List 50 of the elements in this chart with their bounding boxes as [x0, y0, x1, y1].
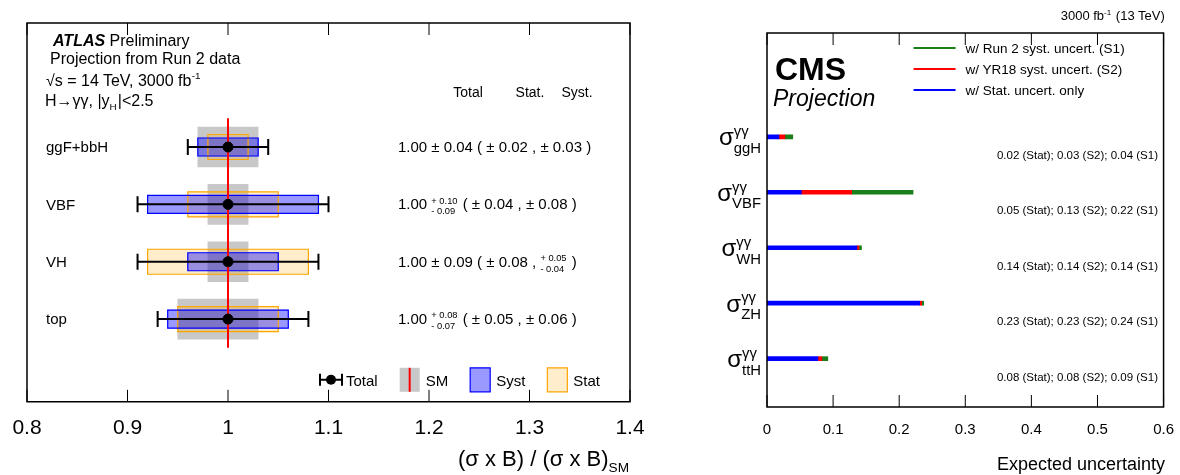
- legend-label: w/ YR18 syst. uncert. (S2): [964, 62, 1123, 77]
- bar: [821, 356, 829, 361]
- x-tick-label: 0.6: [1153, 420, 1174, 438]
- x-tick-label: 0.2: [888, 420, 910, 438]
- x-tick-label: 0: [762, 420, 772, 438]
- legend-label: SM: [425, 371, 449, 389]
- x-tick-label: 0.8: [12, 415, 42, 439]
- bar: [767, 300, 921, 306]
- legend-label: Syst: [496, 371, 527, 389]
- annotation: 1.00 ± 0.04 ( ± 0.02 , ± 0.03 ): [398, 138, 592, 155]
- bar: [851, 189, 914, 195]
- text: Total: [453, 84, 483, 100]
- chart-title: ATLAS Preliminary: [52, 32, 190, 49]
- legend-label: w/ Stat. uncert. only: [964, 83, 1085, 98]
- x-tick-label: 0.3: [954, 420, 976, 438]
- x-tick-label: 1: [222, 415, 234, 439]
- bar: [801, 189, 852, 195]
- x-tick-label: 0.5: [1087, 420, 1108, 438]
- bar: [767, 189, 802, 195]
- annotation: 0.08 (Stat); 0.08 (S2); 0.09 (S1): [996, 370, 1159, 383]
- bar: [784, 134, 794, 140]
- text: Syst.: [561, 84, 593, 100]
- bar: [817, 356, 823, 361]
- x-tick-label: 0.1: [822, 420, 844, 438]
- chart-subtitle: Projection: [773, 85, 876, 111]
- x-axis-title: Expected uncertainty: [996, 454, 1166, 474]
- x-tick-label: 1.1: [313, 415, 344, 439]
- annotation: 0.14 (Stat); 0.14 (S2); 0.14 (S1): [996, 259, 1159, 272]
- y-tick-label: VBF: [46, 195, 76, 213]
- text: Stat.: [515, 84, 545, 100]
- legend-label: Total: [346, 371, 378, 389]
- legend-label: w/ Run 2 syst. uncert. (S1): [964, 41, 1125, 56]
- bar: [767, 356, 819, 361]
- x-tick-label: 1.2: [414, 415, 444, 439]
- x-tick-label: 0.4: [1020, 420, 1042, 438]
- chart-title: CMS: [775, 51, 847, 87]
- x-tick-label: 0.9: [112, 415, 143, 439]
- bar: [767, 245, 858, 251]
- y-tick-label: VH: [46, 252, 67, 270]
- bar: [778, 134, 786, 140]
- chart-subtitle: Projection from Run 2 data: [50, 50, 241, 67]
- annotation: 0.02 (Stat); 0.03 (S2); 0.04 (S1): [996, 148, 1159, 161]
- legend-label: Stat: [573, 371, 601, 389]
- annotation: 0.23 (Stat); 0.23 (S2); 0.24 (S1): [996, 315, 1159, 328]
- y-tick-label: top: [46, 310, 67, 328]
- bar: [767, 134, 780, 140]
- x-tick-label: 1.4: [615, 415, 645, 439]
- y-tick-label: ggF+bbH: [46, 138, 109, 156]
- x-tick-label: 1.3: [514, 415, 545, 439]
- annotation: 0.05 (Stat); 0.13 (S2); 0.22 (S1): [996, 204, 1159, 217]
